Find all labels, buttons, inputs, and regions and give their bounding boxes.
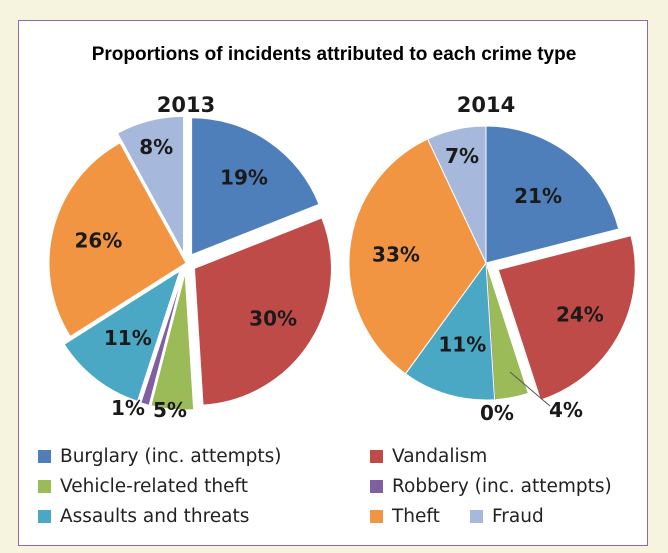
slice-2013-assaults-and-threats xyxy=(63,269,181,402)
legend-label: Fraud xyxy=(492,506,544,527)
data-label-2014-robbery-inc-attempts: 0% xyxy=(480,401,514,425)
legend-item-fraud: Fraud xyxy=(470,506,544,527)
legend-item-robbery-inc-attempts: Robbery (inc. attempts) xyxy=(370,476,612,497)
legend-swatch xyxy=(370,510,383,523)
data-label-2014-burglary-inc-attempts: 21% xyxy=(514,184,562,208)
slice-2014-assaults-and-threats xyxy=(404,261,496,401)
legend-label: Vandalism xyxy=(392,446,488,467)
legend-item-burglary-inc-attempts: Burglary (inc. attempts) xyxy=(38,446,281,467)
data-label-2014-vandalism: 24% xyxy=(556,303,604,327)
legend-swatch xyxy=(38,510,51,523)
pie-2013: 19% 30% 5% 1% 11% 26% 8% 2013 xyxy=(48,93,332,422)
legend-item-vehicle-related-theft: Vehicle-related theft xyxy=(38,476,248,497)
legend-item-assaults-and-threats: Assaults and threats xyxy=(38,506,249,527)
legend-label: Assaults and threats xyxy=(60,506,250,527)
data-label-2013-vandalism: 30% xyxy=(249,306,297,330)
legend-item-vandalism: Vandalism xyxy=(370,446,487,467)
legend-swatch xyxy=(470,510,483,523)
pie-title-2014: 2014 xyxy=(457,93,515,117)
slice-2013-robbery-inc-attempts xyxy=(140,272,184,406)
data-label-2013-burglary-inc-attempts: 19% xyxy=(220,166,268,190)
slice-2014-vandalism xyxy=(497,235,636,401)
data-label-2014-theft: 33% xyxy=(372,242,420,266)
legend-item-theft: Theft xyxy=(370,506,440,527)
data-label-2014-assaults-and-threats: 11% xyxy=(438,333,486,357)
slice-2013-vehicle-related-theft xyxy=(150,272,195,411)
legend-swatch xyxy=(370,480,383,493)
pie-2014: 21% 24% 4% 0% 11% 33% 7% 2014 xyxy=(348,93,636,425)
legend-label: Robbery (inc. attempts) xyxy=(392,476,612,497)
leader-line xyxy=(509,371,551,407)
slice-2014-fraud xyxy=(427,125,487,264)
data-label-2014-vehicle-related-theft: 4% xyxy=(549,398,583,422)
slice-2014-theft xyxy=(348,138,487,375)
legend-swatch xyxy=(370,450,383,463)
legend-swatch xyxy=(38,480,51,493)
legend-label: Burglary (inc. attempts) xyxy=(60,446,282,467)
slice-2013-burglary-inc-attempts xyxy=(191,117,320,256)
legend-label: Theft xyxy=(392,506,440,527)
legend-swatch xyxy=(38,450,51,463)
legend-label: Vehicle-related theft xyxy=(60,476,248,497)
slice-2013-fraud xyxy=(116,115,185,254)
slice-2013-vandalism xyxy=(193,217,332,406)
chart-title: Proportions of incidents attributed to e… xyxy=(91,44,577,65)
data-label-2013-robbery-inc-attempts: 1% xyxy=(111,396,145,420)
data-label-2013-theft: 26% xyxy=(74,229,122,253)
data-label-2013-vehicle-related-theft: 5% xyxy=(153,398,187,422)
data-label-2013-assaults-and-threats: 11% xyxy=(104,326,152,350)
slice-2013-theft xyxy=(48,142,187,338)
data-label-2014-fraud: 7% xyxy=(445,144,479,168)
slice-2014-burglary-inc-attempts xyxy=(485,125,620,264)
pie-title-2013: 2013 xyxy=(157,93,215,117)
data-label-2013-fraud: 8% xyxy=(139,135,173,159)
